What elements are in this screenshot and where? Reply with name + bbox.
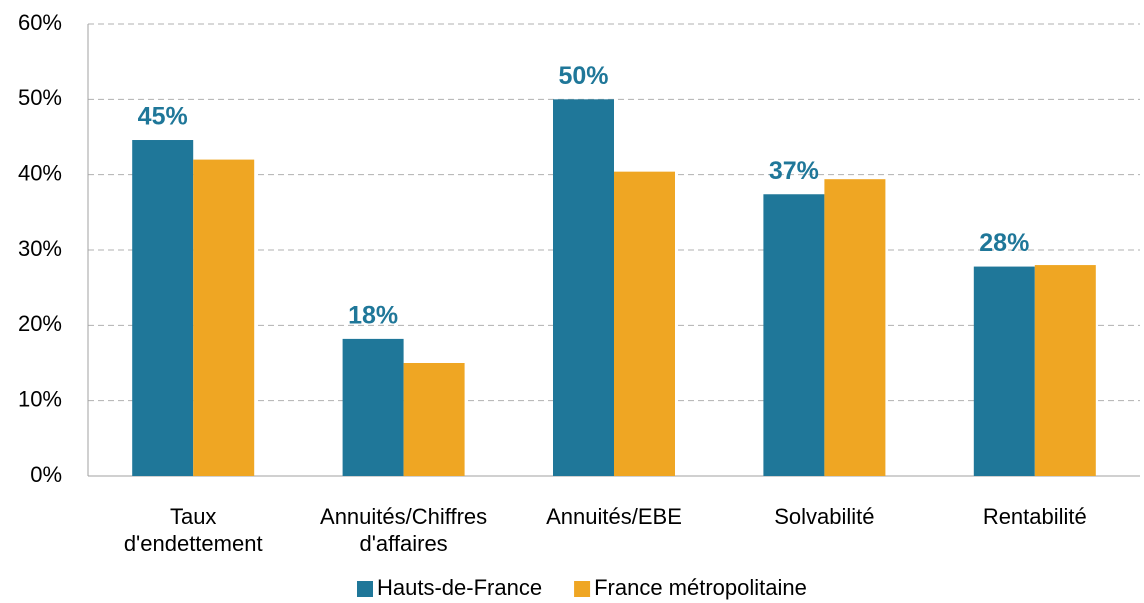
- value-label: 37%: [769, 157, 819, 185]
- x-tick-line: Solvabilité: [774, 504, 874, 529]
- y-tick-label: 20%: [18, 311, 62, 336]
- legend-label: France métropolitaine: [594, 575, 807, 600]
- value-label: 45%: [138, 103, 188, 131]
- y-tick-label: 30%: [18, 236, 62, 261]
- y-tick-label: 40%: [18, 160, 62, 185]
- bar: [973, 266, 1035, 476]
- x-tick-line: d'endettement: [124, 531, 263, 556]
- bar: [193, 159, 255, 476]
- x-tick-line: Annuités/Chiffres: [320, 504, 487, 529]
- x-tick-line: Rentabilité: [983, 504, 1087, 529]
- bar: [824, 179, 886, 477]
- x-tick-label: Taux d'endettement: [124, 504, 263, 556]
- y-tick-label: 0%: [30, 462, 62, 487]
- x-tick-label: Rentabilité: [983, 504, 1087, 529]
- y-tick-label: 50%: [18, 85, 62, 110]
- legend-swatch: [574, 581, 591, 597]
- bar: [1034, 265, 1096, 476]
- bar: [614, 171, 675, 477]
- y-tick-label: 10%: [18, 386, 62, 411]
- value-label: 50%: [558, 62, 608, 90]
- y-tick-label: 60%: [18, 10, 62, 35]
- bar: [553, 99, 614, 476]
- value-label: 28%: [979, 229, 1029, 257]
- x-tick-label: Annuités/EBE: [546, 504, 682, 529]
- legend-label: Hauts-de-France: [377, 575, 542, 600]
- value-label: 18%: [348, 302, 398, 330]
- bar: [342, 338, 404, 476]
- legend-swatch: [357, 581, 373, 597]
- bar: [403, 363, 465, 476]
- x-tick-line: Annuités/EBE: [546, 504, 682, 529]
- x-tick-label: Annuités/Chiffres d'affaires: [320, 504, 487, 556]
- x-tick-line: Taux: [170, 504, 216, 529]
- bar: [763, 194, 825, 476]
- x-tick-label: Solvabilité: [774, 504, 874, 529]
- x-tick-line: d'affaires: [360, 531, 448, 556]
- bar: [132, 140, 194, 476]
